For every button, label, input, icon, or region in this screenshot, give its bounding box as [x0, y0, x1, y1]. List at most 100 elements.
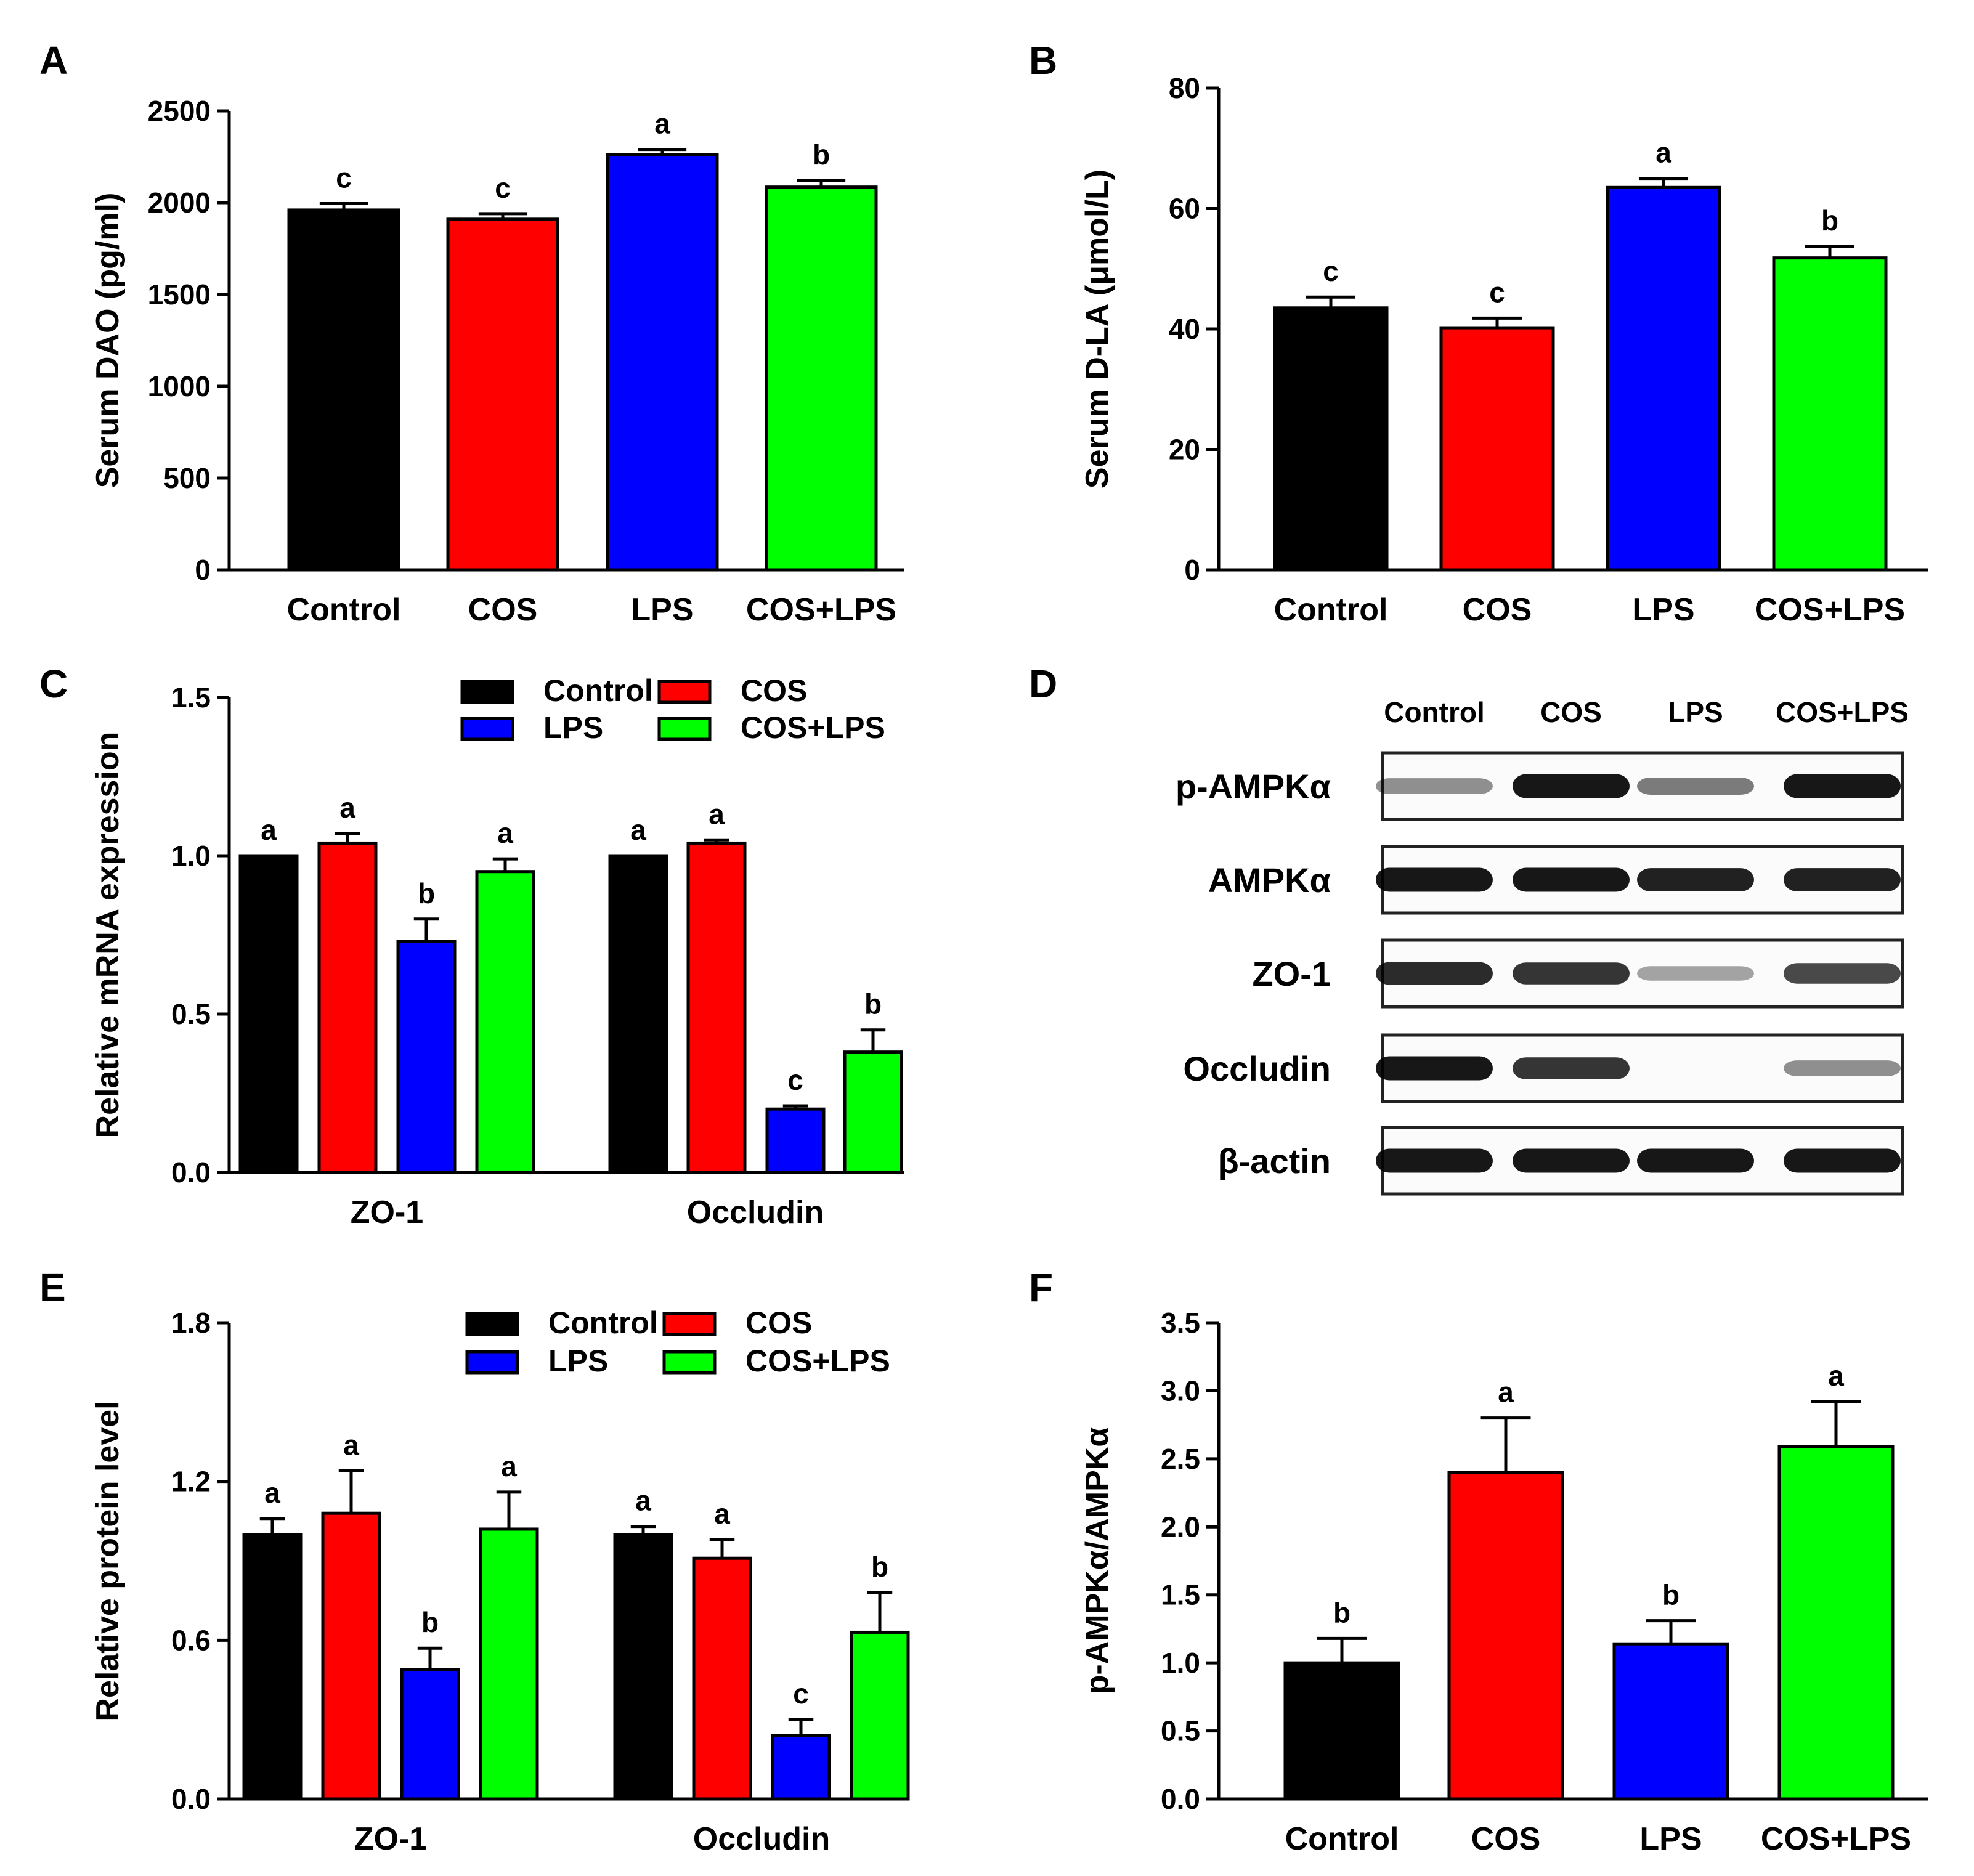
- blot-band-ampk-control: [1376, 867, 1493, 892]
- x-category-label-control: Control: [1285, 1821, 1399, 1857]
- x-group-label-occludin: Occludin: [687, 1195, 824, 1230]
- significance-letter-control: c: [336, 161, 352, 193]
- significance-letter-zo-1-cos: a: [339, 792, 355, 824]
- legend-swatch-lps: [460, 717, 514, 741]
- y-tick-label: 2.5: [1161, 1443, 1200, 1475]
- y-axis-label: p-AMPKα/AMPKα: [1079, 1427, 1115, 1695]
- bar-occludin-control: [613, 1533, 673, 1801]
- legend-label-control: Control: [548, 1305, 658, 1340]
- blot-band-occludin-cos: [1513, 1057, 1630, 1079]
- y-tick-label: 0.0: [171, 1156, 211, 1188]
- legend-swatch-cos-lps: [662, 1350, 717, 1375]
- y-tick-label: 20: [1169, 434, 1200, 466]
- y-tick-label: 0: [195, 554, 211, 586]
- western-blot-d: Control COS LPS COS+LPS p-AMPKα AMPKα ZO-1 Occl…: [1176, 696, 1909, 1196]
- y-tick-label: 1.5: [1161, 1579, 1200, 1611]
- legend-label-cos-lps: COS+LPS: [745, 1344, 890, 1378]
- blot-band-ampk-lps: [1637, 868, 1754, 891]
- blot-band-zo-1-lps: [1637, 966, 1754, 981]
- bar-cos: [1439, 326, 1555, 572]
- bar-lps: [606, 153, 719, 572]
- blot-band-actin-cos: [1513, 1148, 1630, 1173]
- y-axis-label: Serum D-LA (μmol/L): [1079, 169, 1115, 489]
- legend-swatch-control: [465, 1312, 519, 1336]
- panel-label-b: B: [1029, 38, 1057, 83]
- x-category-label-lps: LPS: [1632, 592, 1694, 628]
- blot-band-zo-1-cos-lps: [1784, 963, 1901, 984]
- significance-letter-lps: a: [1655, 137, 1671, 169]
- bar-zo-1-control: [242, 1533, 303, 1801]
- y-tick-label: 2000: [148, 187, 211, 219]
- bar-zo-1-cos: [321, 1511, 381, 1801]
- blot-band-p-ampk-cos: [1513, 774, 1630, 798]
- bar-zo-1-control: [238, 854, 299, 1174]
- y-axis-label: Serum DAO (pg/ml): [90, 193, 126, 489]
- blot-band-ampk-cos-lps: [1784, 868, 1901, 891]
- y-tick-label: 0.5: [171, 998, 211, 1030]
- chart-a-serum-dao: 0 500 1000 1500 2000 2500 Serum DAO (pg/ml) c Co…: [90, 95, 904, 628]
- y-tick-label: 3.0: [1161, 1375, 1200, 1407]
- legend-label-lps: LPS: [543, 710, 603, 745]
- legend-swatch-control: [460, 680, 514, 704]
- significance-letter-occludin-control: a: [630, 814, 646, 846]
- significance-letter-occludin-control: a: [635, 1485, 651, 1517]
- significance-letter-lps: b: [1662, 1579, 1680, 1611]
- y-tick-label: 1.0: [1161, 1647, 1200, 1679]
- bar-zo-1-cos-lps: [475, 870, 535, 1174]
- blot-band-zo-1-control: [1376, 962, 1493, 985]
- legend-label-cos: COS: [745, 1305, 812, 1340]
- lane-label-cos-lps: COS+LPS: [1776, 696, 1909, 728]
- legend-swatch-cos-lps: [657, 717, 712, 741]
- significance-letter-cos: a: [1498, 1376, 1514, 1408]
- x-category-label-lps: LPS: [1639, 1821, 1702, 1857]
- significance-letter-zo-1-lps: b: [421, 1606, 439, 1638]
- bar-zo-1-cos-lps: [479, 1527, 539, 1801]
- bar-occludin-control: [608, 854, 668, 1174]
- y-tick-label: 1.8: [171, 1307, 211, 1339]
- x-category-label-control: Control: [1274, 592, 1388, 628]
- significance-letter-occludin-cos-lps: b: [871, 1551, 888, 1583]
- x-category-label-cos-lps: COS+LPS: [1761, 1821, 1911, 1857]
- significance-letter-cos-lps: b: [813, 139, 830, 171]
- significance-letter-zo-1-cos-lps: a: [497, 817, 513, 849]
- blot-band-ampk-cos: [1513, 867, 1630, 892]
- panel-label-e: E: [39, 1265, 66, 1310]
- bar-occludin-cos-lps: [850, 1630, 910, 1801]
- chart-c-mrna-expression: 0.0 0.5 1.0 1.5 Relative mRNA expression a a b a…: [90, 673, 904, 1230]
- significance-letter-cos-lps: a: [1828, 1360, 1844, 1392]
- chart-f-ampk-ratio: 0.0 0.5 1.0 1.5 2.0 2.5 3.0 3.5 p-AMPKα/AMPKα b Co…: [1079, 1307, 1928, 1857]
- panel-label-a: A: [39, 38, 68, 83]
- blot-row-label-ampk: AMPKα: [1208, 861, 1331, 899]
- blot-band-actin-cos-lps: [1784, 1148, 1901, 1173]
- blot-row-label-actin: β-actin: [1217, 1142, 1331, 1180]
- significance-letter-cos: c: [1489, 276, 1505, 308]
- legend-swatch-lps: [465, 1350, 519, 1375]
- bar-occludin-lps: [765, 1107, 826, 1174]
- y-tick-label: 40: [1169, 313, 1200, 345]
- blot-band-occludin-cos-lps: [1784, 1060, 1901, 1076]
- bar-cos-lps: [1772, 256, 1888, 572]
- significance-letter-occludin-cos: a: [709, 798, 725, 830]
- bar-zo-1-lps: [396, 940, 457, 1174]
- blot-band-actin-lps: [1637, 1148, 1754, 1173]
- lane-label-lps: LPS: [1668, 696, 1723, 728]
- significance-letter-zo-1-cos-lps: a: [501, 1450, 517, 1482]
- bar-cos-lps: [1777, 1445, 1895, 1801]
- blot-row-label-p-ampk: p-AMPKα: [1176, 767, 1331, 806]
- bar-zo-1-lps: [400, 1668, 460, 1801]
- significance-letter-cos: c: [495, 172, 511, 204]
- significance-letter-control: b: [1333, 1596, 1351, 1628]
- lane-label-cos: COS: [1540, 696, 1602, 728]
- x-category-label-cos: COS: [468, 592, 538, 628]
- panel-label-c: C: [39, 662, 68, 706]
- significance-letter-occludin-cos-lps: b: [864, 988, 882, 1020]
- y-tick-label: 0.0: [1161, 1783, 1200, 1815]
- significance-letter-occludin-cos: a: [714, 1498, 730, 1530]
- y-tick-label: 500: [163, 462, 211, 494]
- y-tick-label: 1.5: [171, 681, 211, 713]
- blot-row-label-occludin: Occludin: [1183, 1049, 1331, 1088]
- significance-letter-zo-1-control: a: [264, 1477, 280, 1509]
- blot-band-occludin-control: [1376, 1056, 1493, 1081]
- y-tick-label: 0.0: [171, 1783, 211, 1815]
